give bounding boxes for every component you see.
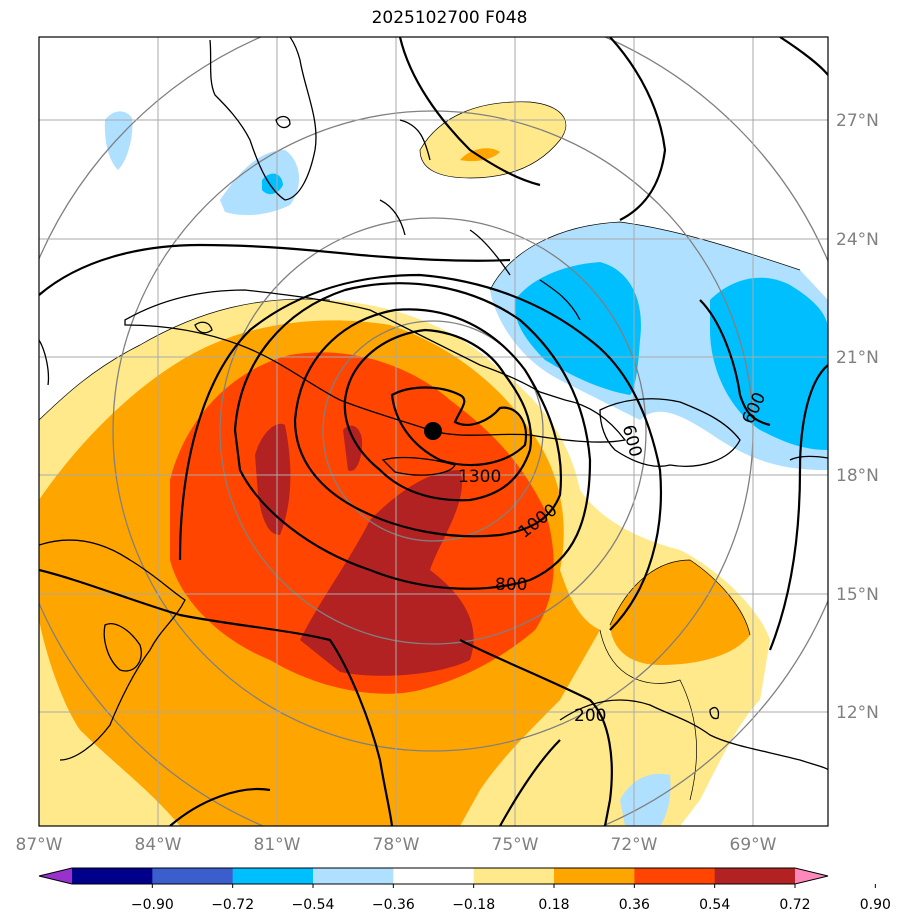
- storm-center-marker: [424, 422, 442, 440]
- lat-label-27n: 27°N: [836, 111, 879, 131]
- map-area: 1300 1000 800 600 600 200: [39, 37, 828, 826]
- fill-dark-red-center: [343, 425, 363, 471]
- colorbar-swatches: [39, 868, 828, 884]
- fill-light-yellow-north: [420, 101, 566, 178]
- contour-800: [233, 282, 592, 590]
- island-1: [275, 115, 291, 129]
- fill-deep-blue-east1: [514, 262, 641, 395]
- lat-label-24n: 24°N: [836, 230, 879, 250]
- bahamas-3: [469, 229, 511, 276]
- fill-light-blue-se: [620, 773, 671, 826]
- colorbar: −0.90 −0.72 −0.54 −0.36 −0.18 0.18 0.36 0.54 0.7…: [38, 867, 891, 913]
- lon-label-84w: 84°W: [135, 835, 182, 855]
- colorbar-tick-label: −0.54: [292, 897, 335, 913]
- contour-north: [398, 37, 541, 187]
- hispaniola-coast: [599, 398, 741, 467]
- lon-label-81w: 81°W: [254, 835, 301, 855]
- lat-label-18n: 18°N: [836, 466, 879, 486]
- contour-label-800: 800: [495, 575, 527, 595]
- lat-labels: 27°N 24°N 21°N 18°N 15°N 12°N: [836, 111, 879, 723]
- map-frame: [38, 36, 829, 827]
- lon-label-69w: 69°W: [730, 835, 777, 855]
- colorbar-swatch: [714, 868, 796, 884]
- contour-se: [499, 739, 561, 826]
- contour-label-200: 200: [574, 706, 606, 726]
- colorbar-tick-label: −0.90: [131, 897, 174, 913]
- island-3: [709, 707, 720, 720]
- lon-label-75w: 75°W: [492, 835, 539, 855]
- lon-label-87w: 87°W: [16, 835, 63, 855]
- colorbar-tick-label: 0.54: [699, 897, 730, 913]
- colorbar-outline: [38, 867, 829, 885]
- colorbar-tick-label: 0.72: [779, 897, 810, 913]
- nicaragua-lake: [103, 623, 142, 672]
- lon-label-72w: 72°W: [611, 835, 658, 855]
- chart-title: 2025102700 F048: [371, 8, 528, 28]
- contour-200-east: [459, 639, 613, 826]
- anomaly-fill: [39, 101, 828, 826]
- lon-label-78w: 78°W: [373, 835, 420, 855]
- contour-600: [178, 273, 663, 631]
- fill-orange-north: [460, 148, 500, 162]
- contour-1300: [390, 386, 528, 467]
- yucatan-coast: [39, 339, 50, 386]
- height-contours: [39, 37, 828, 826]
- bahamas-2: [379, 199, 406, 236]
- fill-light-blue-fl: [220, 150, 300, 216]
- lat-label-15n: 15°N: [836, 585, 879, 605]
- fill-deep-blue-east2: [710, 277, 828, 450]
- jamaica-coast: [381, 456, 456, 476]
- colorbar-swatch: [473, 868, 555, 884]
- contour-400: [39, 243, 511, 296]
- colorbar-swatch: [313, 868, 394, 884]
- colorbar-swatch: [72, 868, 153, 884]
- contour-1100: [343, 328, 533, 502]
- thin-contours: [39, 101, 801, 801]
- colorbar-swatch: [634, 868, 716, 884]
- fill-deep-blue-fl: [262, 173, 283, 195]
- contour-ne: [609, 37, 667, 221]
- contour-label-1300: 1300: [458, 467, 501, 487]
- colorbar-labels: −0.90 −0.72 −0.54 −0.36 −0.18 0.18 0.36 0.54 0.7…: [131, 884, 891, 913]
- colorbar-extend-low: [39, 868, 72, 884]
- fill-dark-red-west: [255, 423, 291, 535]
- graticule: [39, 37, 828, 826]
- colorbar-tick-label: −0.18: [452, 897, 495, 913]
- lat-label-21n: 21°N: [836, 348, 879, 368]
- colorbar-swatch: [152, 868, 234, 884]
- colorbar-swatch: [232, 868, 314, 884]
- lat-label-12n: 12°N: [836, 703, 879, 723]
- coastlines: [39, 37, 828, 771]
- colorbar-tick-label: 0.90: [860, 897, 891, 913]
- island-2: [194, 321, 213, 334]
- bahamas-1: [399, 119, 431, 161]
- contour-ne2: [779, 37, 828, 76]
- south-america-coast: [559, 699, 828, 771]
- contour-east: [768, 364, 828, 651]
- cuba-coast: [124, 289, 627, 443]
- puerto-rico-coast: [789, 455, 828, 461]
- contour-200: [39, 568, 394, 826]
- fill-light-blue-nw: [104, 111, 133, 170]
- colorbar-tick-label: −0.72: [211, 897, 254, 913]
- fill-orange-east: [610, 560, 750, 665]
- colorbar-tick-label: −0.36: [372, 897, 415, 913]
- central-america-coast: [39, 539, 186, 761]
- contour-600-east: [699, 299, 771, 427]
- lon-labels: 87°W 84°W 81°W 78°W 75°W 72°W 69°W: [16, 835, 777, 855]
- florida-coast: [209, 37, 317, 201]
- bahamas-4: [539, 279, 581, 321]
- colorbar-swatch: [393, 868, 475, 884]
- colorbar-swatch: [554, 868, 635, 884]
- contour-sw: [169, 788, 271, 826]
- colorbar-tick-label: 0.18: [538, 897, 569, 913]
- colorbar-extend-high: [795, 868, 828, 884]
- contour-1000: [293, 308, 562, 538]
- colorbar-tick-label: 0.36: [619, 897, 650, 913]
